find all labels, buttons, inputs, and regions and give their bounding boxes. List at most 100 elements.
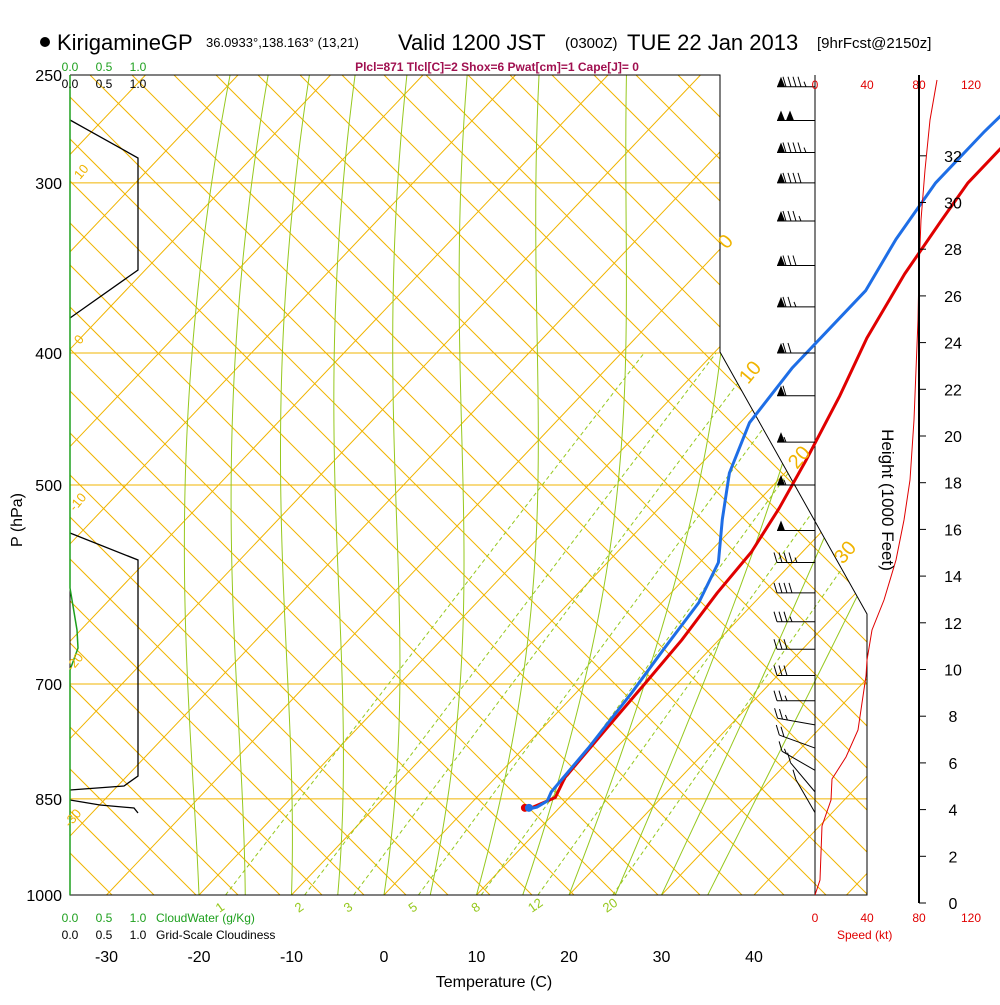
wind-barb-feather: [793, 143, 796, 153]
mixing-ratio-line: [613, 353, 994, 895]
cloudiness-top-tick: 0.5: [96, 77, 113, 91]
temperature-tick-label: -10: [280, 949, 303, 966]
wind-barb-feather: [780, 709, 783, 719]
wind-barb-feather: [774, 691, 777, 701]
pressure-tick-label: 1000: [26, 888, 62, 905]
wind-barb: [774, 666, 815, 676]
pressure-tick-label: 850: [35, 792, 62, 809]
wind-barb-feather: [788, 256, 791, 266]
pressure-tick-label: 500: [35, 478, 62, 495]
wind-barb-pennant: [777, 111, 785, 121]
speed-bottom-tick: 80: [912, 911, 926, 925]
temperature-tick-label: 40: [745, 949, 763, 966]
height-tick-label: 24: [944, 336, 962, 353]
wind-barb-feather: [781, 727, 784, 737]
wind-barb-feather: [788, 297, 791, 307]
height-tick-label: 10: [944, 663, 962, 680]
temperature-tick-label: 10: [468, 949, 486, 966]
mixing-ratio-label: 8: [468, 899, 483, 915]
cloudwater-axis-title: CloudWater (g/Kg): [156, 911, 255, 925]
wind-barb-feather: [784, 639, 787, 649]
wind-barb: [777, 256, 815, 266]
wind-barb: [777, 386, 815, 396]
speed-top-tick: 40: [860, 78, 874, 92]
speed-top-tick: 0: [812, 78, 819, 92]
wind-barb-feather: [788, 211, 791, 221]
grid-layer: [0, 75, 1000, 895]
wind-barb-feather: [793, 77, 796, 87]
wind-barb-feather: [798, 143, 801, 153]
station-coords: 36.0933°,138.163° (13,21): [206, 35, 359, 50]
height-tick-label: 26: [944, 289, 962, 306]
wind-barb: [777, 297, 815, 307]
wind-barb-feather: [793, 256, 796, 266]
speed-bottom-tick: 40: [860, 911, 874, 925]
wind-barb-feather: [793, 173, 796, 183]
height-axis-title: Height (1000 Feet): [878, 429, 897, 571]
dry-adiabat-line: [804, 75, 1000, 895]
speed-top-tick: 120: [961, 78, 981, 92]
wind-barb-half-feather: [804, 82, 806, 87]
speed-bottom-tick: 0: [812, 911, 819, 925]
x-axis-title: Temperature (C): [436, 974, 552, 991]
wind-barb-feather: [789, 553, 792, 563]
wind-barb-feather: [774, 553, 777, 563]
wind-barb-feather: [789, 583, 792, 593]
height-tick-label: 30: [944, 196, 962, 213]
height-tick-label: 20: [944, 429, 962, 446]
station-bullet-icon: [40, 37, 50, 47]
wind-barb-feather: [788, 343, 791, 353]
mixing-ratio-label: 20: [600, 895, 620, 916]
height-tick-label: 16: [944, 522, 962, 539]
height-tick-label: 18: [944, 476, 962, 493]
station-name: KirigamineGP: [57, 30, 193, 55]
isotherm-label: 30: [830, 537, 861, 568]
wind-barb: [774, 553, 815, 563]
wind-barb-staff: [796, 780, 815, 813]
valid-zulu: (0300Z): [565, 35, 618, 52]
height-tick-label: 2: [949, 849, 958, 866]
wind-barb-pennant: [786, 111, 794, 121]
wind-barb: [777, 77, 815, 87]
wind-barb-feather: [784, 583, 787, 593]
stability-indices: Plcl=871 Tlcl[C]=2 Shox=6 Pwat[cm]=1 Cap…: [355, 60, 639, 74]
wind-barb-feather: [779, 583, 782, 593]
isotherm-label: 0: [714, 231, 738, 254]
pressure-tick-label: 250: [35, 68, 62, 85]
speed-axis-title: Speed (kt): [837, 928, 892, 942]
wind-barb-feather: [798, 173, 801, 183]
cloudwater-bottom-tick: 0.5: [96, 911, 113, 925]
cloudiness-bottom-tick: 1.0: [130, 928, 147, 942]
height-tick-label: 32: [944, 149, 962, 166]
dry-adiabat-line: [0, 75, 28, 895]
wind-barb-pennant: [777, 432, 785, 442]
mixing-ratio-label: 3: [341, 899, 356, 915]
valid-time: Valid 1200 JST: [398, 30, 546, 55]
cloudwater-top-tick: 0.0: [62, 60, 79, 74]
wind-barb: [774, 639, 815, 649]
wind-barb: [777, 111, 815, 121]
temperature-trace: [532, 75, 1000, 808]
cloudiness-bottom-tick: 0.5: [96, 928, 113, 942]
pressure-tick-label: 700: [35, 677, 62, 694]
height-tick-label: 14: [944, 569, 962, 586]
wind-barb-feather: [793, 211, 796, 221]
temperature-tick-label: 20: [560, 949, 578, 966]
wind-barb: [777, 173, 815, 183]
wind-barb: [774, 612, 815, 622]
isotherm-label: -30: [61, 806, 85, 830]
wind-barb-half-feather: [794, 302, 796, 307]
wind-barb: [777, 143, 815, 153]
isotherm-label: 10: [71, 161, 92, 182]
cloudiness-bottom-tick: 0.0: [62, 928, 79, 942]
wind-barb-staff: [782, 751, 815, 770]
height-tick-label: 6: [949, 756, 958, 773]
temperature-tick-label: -30: [95, 949, 118, 966]
wind-barb-pennant: [777, 521, 785, 531]
mixing-ratio-line: [226, 353, 645, 895]
mixing-ratio-line: [481, 353, 875, 895]
temperature-tick-label: -20: [187, 949, 210, 966]
